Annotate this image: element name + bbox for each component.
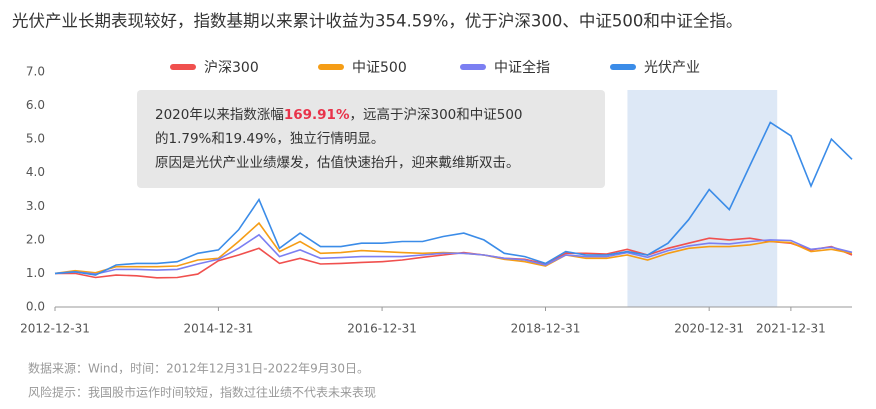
- y-tick-label: 7.0: [26, 65, 45, 79]
- chart-title: 光伏产业长期表现较好，指数基期以来累计收益为354.59%，优于沪深300、中证…: [12, 12, 742, 31]
- legend-swatch: [460, 64, 486, 70]
- x-tick-label: 2012-12-31: [20, 322, 90, 336]
- legend-label: 光伏产业: [644, 60, 700, 76]
- y-tick-label: 6.0: [26, 98, 45, 112]
- x-tick-label: 2020-12-31: [674, 322, 744, 336]
- y-tick-label: 2.0: [26, 232, 45, 246]
- x-tick-label: 2016-12-31: [347, 322, 417, 336]
- y-tick-label: 1.0: [26, 266, 45, 280]
- annotation-text: 的1.79%和19.49%，独立行情明显。: [155, 131, 384, 147]
- y-tick-label: 3.0: [26, 199, 45, 213]
- note: 风险提示：我国股市运作时间较短，指数过往业绩不代表未来表现: [28, 385, 376, 400]
- annotation-box: [137, 90, 605, 188]
- legend-swatch: [318, 64, 344, 70]
- series-line: [54, 233, 853, 275]
- legend-label: 沪深300: [204, 60, 259, 76]
- annotation-segment: ，远高于沪深300和中证500: [349, 106, 522, 123]
- legend-label: 中证500: [352, 60, 407, 76]
- legend-swatch: [170, 64, 196, 70]
- y-tick-label: 5.0: [26, 132, 45, 146]
- y-tick-label: 0.0: [26, 300, 45, 314]
- x-tick-label: 2021-12-31: [756, 322, 826, 336]
- annotation-segment: 169.91%: [284, 107, 350, 123]
- y-tick-label: 4.0: [26, 165, 45, 179]
- legend-label: 中证全指: [494, 59, 550, 76]
- series-line: [54, 121, 853, 276]
- x-tick-label: 2014-12-31: [184, 322, 254, 336]
- annotation-segment: 的1.79%和19.49%，独立行情明显。: [155, 131, 384, 147]
- note: 数据来源：Wind，时间：2012年12月31日-2022年9月30日。: [28, 361, 369, 376]
- annotation-text: 2020年以来指数涨幅169.91%，远高于沪深300和中证500: [155, 106, 523, 123]
- annotation-segment: 原因是光伏产业业绩爆发，估值快速抬升，迎来戴维斯双击。: [155, 155, 520, 171]
- annotation-segment: 2020年以来指数涨幅: [155, 107, 284, 123]
- annotation-text: 原因是光伏产业业绩爆发，估值快速抬升，迎来戴维斯双击。: [155, 155, 520, 171]
- legend-swatch: [610, 64, 636, 70]
- x-tick-label: 2018-12-31: [511, 322, 581, 336]
